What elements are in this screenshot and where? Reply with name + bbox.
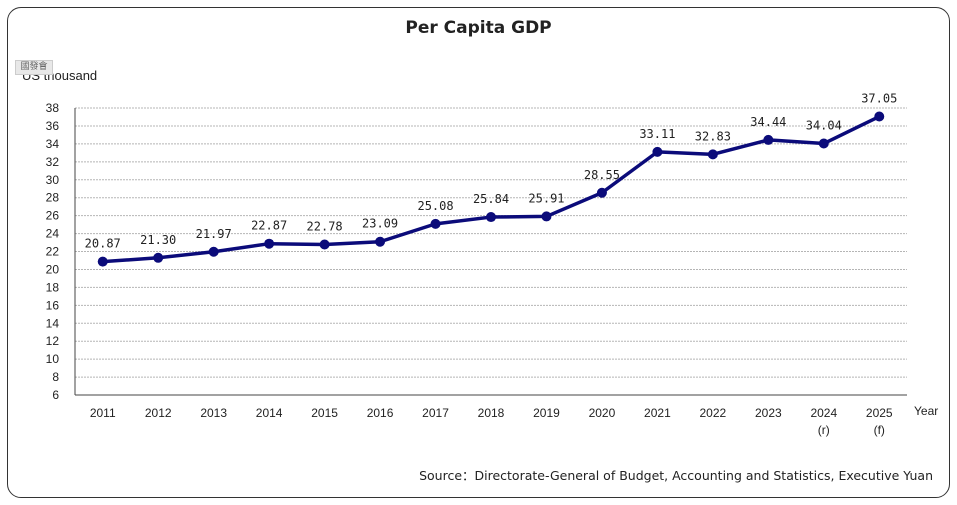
x-tick-label: 2017 bbox=[422, 406, 449, 420]
labels: 20.87 21.30 21.97 22.87 22.78 23.09 25.08 25.84… bbox=[85, 92, 898, 251]
y-tick-label: 30 bbox=[46, 173, 60, 187]
y-tick-label: 16 bbox=[46, 298, 60, 312]
chart-title: Per Capita GDP bbox=[405, 18, 552, 38]
data-point bbox=[319, 239, 330, 250]
data-label: 28.55 bbox=[584, 168, 620, 182]
data-label: 23.09 bbox=[362, 217, 398, 231]
data-label: 34.04 bbox=[806, 119, 842, 133]
x-tick-label: 2022 bbox=[700, 406, 727, 420]
data-point bbox=[763, 134, 774, 145]
x-tick-label: 2024 bbox=[810, 406, 837, 420]
y-tick-label: 20 bbox=[46, 262, 60, 276]
y-tick-label: 34 bbox=[46, 137, 60, 151]
y-tick-label: 12 bbox=[46, 334, 60, 348]
x-tick-label: 2025 bbox=[866, 406, 893, 420]
data-point bbox=[541, 211, 552, 222]
data-label: 25.91 bbox=[528, 191, 564, 205]
y-tick-label: 38 bbox=[46, 101, 60, 115]
y-tick-label: 8 bbox=[52, 370, 59, 384]
data-label: 37.05 bbox=[861, 92, 897, 106]
data-point bbox=[652, 146, 663, 157]
data-label: 34.44 bbox=[750, 115, 786, 129]
y-tick-label: 14 bbox=[46, 316, 60, 330]
data-point bbox=[153, 252, 164, 263]
x-tick-note: (f) bbox=[874, 423, 885, 437]
data-point bbox=[375, 236, 386, 247]
data-label: 22.87 bbox=[251, 219, 287, 233]
agency-logo: 國發會 bbox=[15, 60, 53, 75]
series bbox=[97, 111, 885, 267]
data-point bbox=[818, 138, 829, 149]
x-tick-label: 2021 bbox=[644, 406, 671, 420]
data-point bbox=[486, 212, 496, 223]
y-tick-label: 18 bbox=[46, 280, 60, 294]
data-point bbox=[707, 149, 718, 160]
y-tick-label: 26 bbox=[46, 209, 60, 223]
x-tick-label: 2014 bbox=[256, 406, 283, 420]
data-point bbox=[430, 218, 441, 229]
x-tick-label: 2019 bbox=[533, 406, 560, 420]
y-tick-label: 22 bbox=[46, 245, 60, 259]
data-point bbox=[97, 256, 108, 267]
data-label: 25.08 bbox=[417, 199, 453, 213]
data-label: 21.97 bbox=[196, 227, 232, 241]
data-label: 22.78 bbox=[307, 220, 343, 234]
data-label: 33.11 bbox=[639, 127, 675, 141]
data-label: 25.84 bbox=[473, 192, 509, 206]
data-label: 20.87 bbox=[85, 237, 121, 251]
x-tick-label: 2011 bbox=[90, 406, 116, 420]
x-axis-label: Year bbox=[914, 404, 938, 418]
x-tick-label: 2012 bbox=[145, 406, 172, 420]
data-label: 32.83 bbox=[695, 129, 731, 143]
x-tick-label: 2020 bbox=[589, 406, 616, 420]
chart-frame bbox=[7, 7, 950, 498]
x-tick-label: 2023 bbox=[755, 406, 782, 420]
data-point bbox=[596, 187, 607, 198]
y-tick-label: 24 bbox=[46, 227, 60, 241]
source-note: Source：Directorate-General of Budget, Ac… bbox=[419, 468, 933, 483]
y-tick-label: 32 bbox=[46, 155, 60, 169]
x-tick-note: (r) bbox=[818, 423, 830, 437]
data-label: 21.30 bbox=[140, 233, 176, 247]
x-tick-label: 2018 bbox=[478, 406, 505, 420]
y-tick-label: 36 bbox=[46, 119, 60, 133]
data-point bbox=[874, 111, 885, 122]
data-point bbox=[208, 246, 219, 257]
x-tick-label: 2015 bbox=[311, 406, 338, 420]
gridlines bbox=[75, 107, 907, 378]
x-tick-label: 2013 bbox=[200, 406, 227, 420]
y-tick-label: 6 bbox=[52, 388, 59, 402]
data-point bbox=[264, 238, 275, 249]
x-tick-label: 2016 bbox=[367, 406, 394, 420]
y-tick-label: 10 bbox=[46, 352, 60, 366]
y-tick-label: 28 bbox=[46, 191, 60, 205]
